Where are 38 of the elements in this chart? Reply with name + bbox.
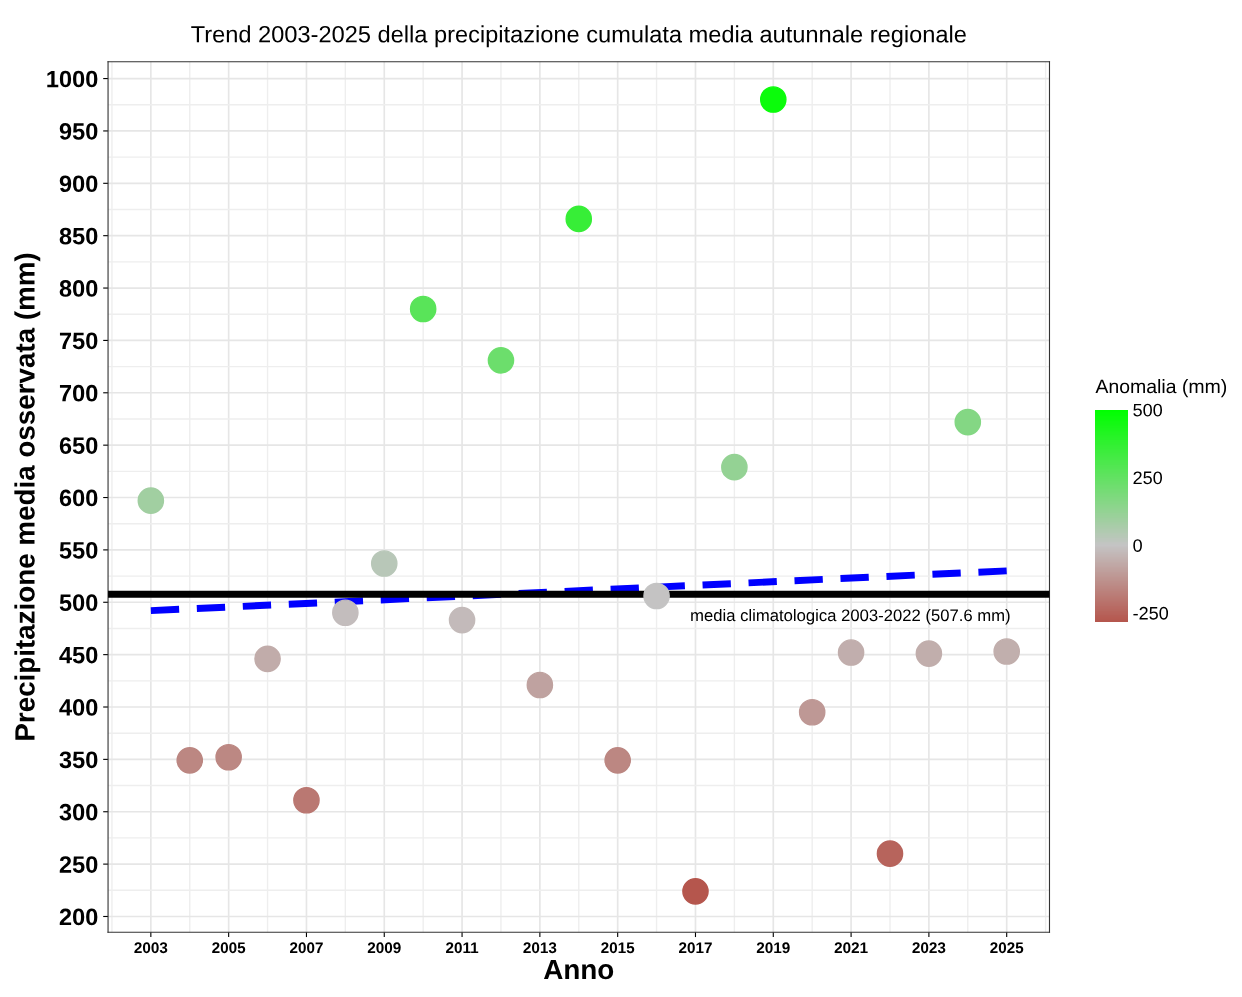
y-tick-label: 250 — [59, 856, 98, 873]
y-axis-title: Precipitazione media osservata (mm) — [14, 253, 41, 740]
x-tick-label: 2025 — [990, 942, 1024, 954]
x-tick-label: 2005 — [212, 942, 246, 954]
color-bar-label: 250 — [1133, 471, 1163, 485]
y-tick-label: 600 — [59, 489, 98, 507]
y-tick-label: 850 — [59, 227, 98, 245]
y-tick-label: 450 — [59, 646, 98, 664]
y-tick-label: 300 — [59, 803, 98, 821]
y-tick-label: 1000 — [47, 70, 98, 88]
y-tick-label: 550 — [59, 541, 98, 559]
y-tick-label: 750 — [59, 332, 98, 350]
x-tick-label: 2003 — [134, 942, 168, 954]
y-tick-label: 900 — [59, 175, 98, 193]
x-tick-label: 2007 — [289, 942, 323, 954]
y-tick-label: 650 — [59, 437, 98, 454]
y-tick-label: 700 — [59, 384, 98, 402]
color-bar-title: Anomalia (mm) — [1095, 379, 1227, 398]
y-tick-label: 400 — [59, 699, 98, 716]
x-tick-label: 2023 — [912, 942, 946, 954]
y-tick-label: 350 — [59, 751, 98, 769]
y-tick-label: 800 — [59, 280, 98, 297]
x-tick-label: 2009 — [367, 942, 401, 954]
x-tick-label: 2013 — [523, 942, 557, 954]
color-bar-label: 0 — [1133, 539, 1142, 552]
x-tick-label: 2011 — [446, 942, 479, 954]
chart-title: Trend 2003-2025 della precipitazione cumulata media autunnale regionale — [191, 25, 966, 48]
y-tick-label: 950 — [59, 123, 98, 140]
y-tick-label: 200 — [59, 908, 98, 926]
y-tick-label: 500 — [59, 594, 98, 612]
ref-line-label: media climatologica 2003-2022 (507.6 mm) — [691, 608, 1010, 625]
x-axis-title: Anno — [543, 959, 614, 980]
color-bar-label: 500 — [1133, 403, 1163, 417]
x-tick-label: 2017 — [679, 942, 712, 954]
x-tick-label: 2015 — [601, 942, 635, 954]
x-tick-label: 2021 — [834, 942, 868, 954]
color-bar-label: -250 — [1133, 606, 1169, 620]
x-tick-label: 2019 — [756, 942, 790, 954]
